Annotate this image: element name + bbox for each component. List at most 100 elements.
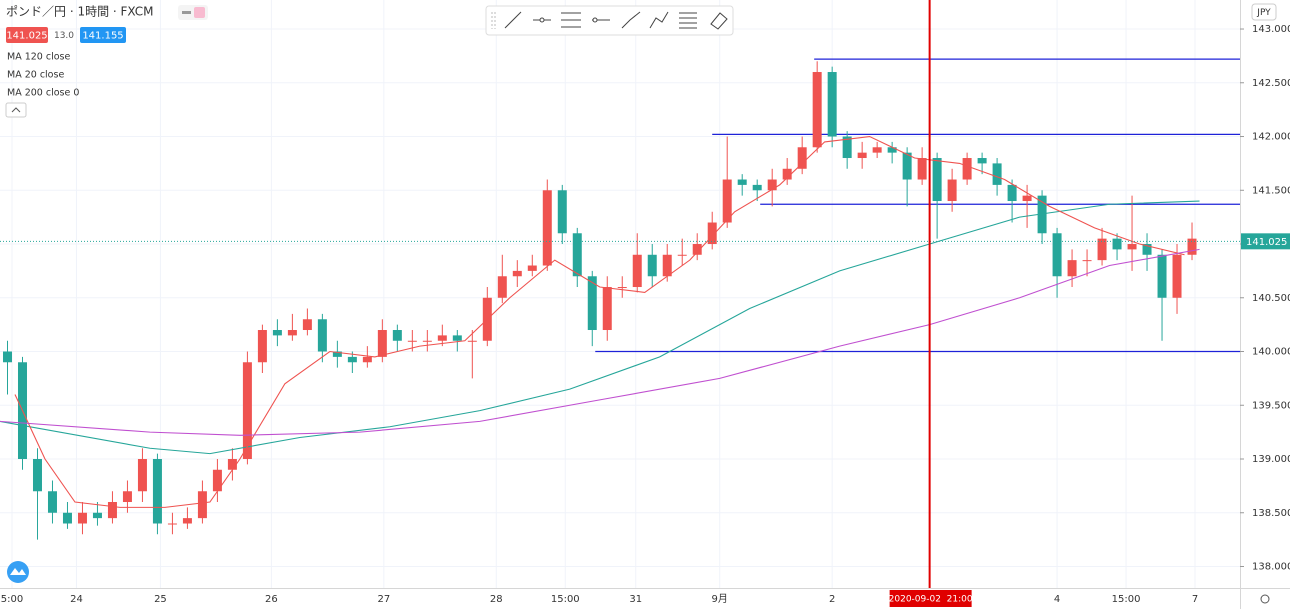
collapse-icon [11, 107, 21, 113]
plot [0, 58, 1240, 540]
tool-path[interactable] [649, 11, 669, 29]
moving-average [0, 200, 1200, 455]
ask-price: 141.155 [82, 31, 123, 42]
y-tick-label: 139.000 [1252, 454, 1290, 465]
tool-eraser[interactable] [710, 12, 728, 30]
legend: MA 120 close MA 20 close MA 200 close 0 [7, 52, 79, 99]
tool-handle [539, 17, 545, 23]
candle-body [1022, 195, 1032, 202]
candle-body [287, 330, 297, 336]
candle-body [1112, 238, 1122, 250]
candle-body [1052, 233, 1062, 277]
candle-body [767, 179, 777, 191]
crosshair-label: 2020-09-02 21:00 [889, 595, 973, 605]
candle-body [662, 254, 672, 277]
candle-body [902, 152, 912, 180]
x-tick-label: 7 [1192, 594, 1198, 605]
legend-entry: MA 200 close 0 [7, 88, 79, 99]
x-tick-label: 15:00 [1112, 594, 1141, 605]
candle-body [1172, 254, 1182, 298]
candle-body [722, 179, 732, 223]
collapse-button[interactable] [5, 102, 27, 118]
candle-body [257, 330, 267, 363]
candle-body [512, 270, 522, 277]
y-tick-label: 138.000 [1252, 562, 1290, 573]
candle-body [1067, 260, 1077, 277]
candle-body [197, 491, 207, 519]
candle-body [917, 158, 927, 180]
candle-body [827, 72, 837, 137]
candle-body [422, 340, 432, 342]
candle-body [932, 158, 942, 202]
candle-body [347, 356, 357, 363]
currency-badge[interactable] [1251, 3, 1277, 21]
x-tick-label: 2 [829, 594, 835, 605]
y-tick-label: 140.500 [1252, 293, 1290, 304]
candle-body [602, 287, 612, 331]
candle-body [617, 287, 627, 289]
tool-ray[interactable] [621, 11, 641, 29]
bid-price: 141.025 [6, 31, 47, 42]
candle-body [1157, 254, 1167, 298]
candle-body [77, 512, 87, 524]
candle-body [302, 319, 312, 331]
candle-body [242, 362, 252, 460]
candle-body [497, 276, 507, 298]
candle-body [152, 459, 162, 524]
candle-body [47, 491, 57, 513]
drawing-toolbar [485, 5, 734, 36]
toolbar-grip [491, 12, 496, 29]
candle-body [2, 351, 12, 363]
settings-icon[interactable] [1260, 594, 1270, 604]
candle-body [332, 351, 342, 357]
candle-body [272, 330, 282, 336]
candle-body [527, 265, 537, 271]
spread: 13.0 [54, 31, 74, 41]
candle-body [1097, 238, 1107, 261]
candle-body [587, 276, 597, 331]
candle-body [947, 179, 957, 202]
candle-body [437, 335, 447, 341]
candle-body [32, 459, 42, 492]
candle-body [227, 459, 237, 470]
x-tick-label: 9月 [712, 593, 728, 605]
tool-fib[interactable] [679, 12, 697, 29]
bid-badge[interactable] [6, 27, 48, 43]
candle-body [92, 512, 102, 519]
ask-badge[interactable] [80, 27, 126, 43]
candle-body [212, 469, 222, 492]
y-tick-label: 141.500 [1252, 185, 1290, 196]
candle-body [887, 147, 897, 153]
last-price-badge [1241, 233, 1290, 250]
candle-body [62, 512, 72, 524]
candle-body [632, 254, 642, 288]
currency: JPY [1256, 8, 1271, 18]
moving-average [0, 248, 1200, 436]
toggle-icon [182, 11, 191, 14]
candle-body [872, 147, 882, 153]
candle-body [392, 330, 402, 341]
tool-trend-line[interactable] [504, 11, 522, 29]
candle-body [677, 254, 687, 256]
y-tick-label: 142.000 [1252, 132, 1290, 143]
candle-body [857, 152, 867, 159]
tool-handle [592, 17, 598, 23]
x-tick-label: 25 [154, 594, 167, 605]
x-tick-label: 5:00 [1, 594, 23, 605]
y-tick-label: 142.500 [1252, 78, 1290, 89]
chart-title: ポンド／円 · 1時間 · FXCM [6, 5, 154, 19]
candle-body [557, 190, 567, 234]
y-tick-label: 138.500 [1252, 508, 1290, 519]
candle-body [317, 319, 327, 352]
candle-body [1187, 238, 1197, 255]
tool-parallel[interactable] [561, 12, 581, 28]
candle-body [167, 523, 177, 525]
candle-body [752, 184, 762, 191]
x-tick-label: 24 [70, 594, 83, 605]
last-price-label: 141.025 [1246, 237, 1287, 248]
x-tick-label: 15:00 [551, 594, 580, 605]
x-tick-label: 31 [629, 594, 642, 605]
candle-body [1142, 244, 1152, 255]
x-tick-label: 26 [265, 594, 278, 605]
